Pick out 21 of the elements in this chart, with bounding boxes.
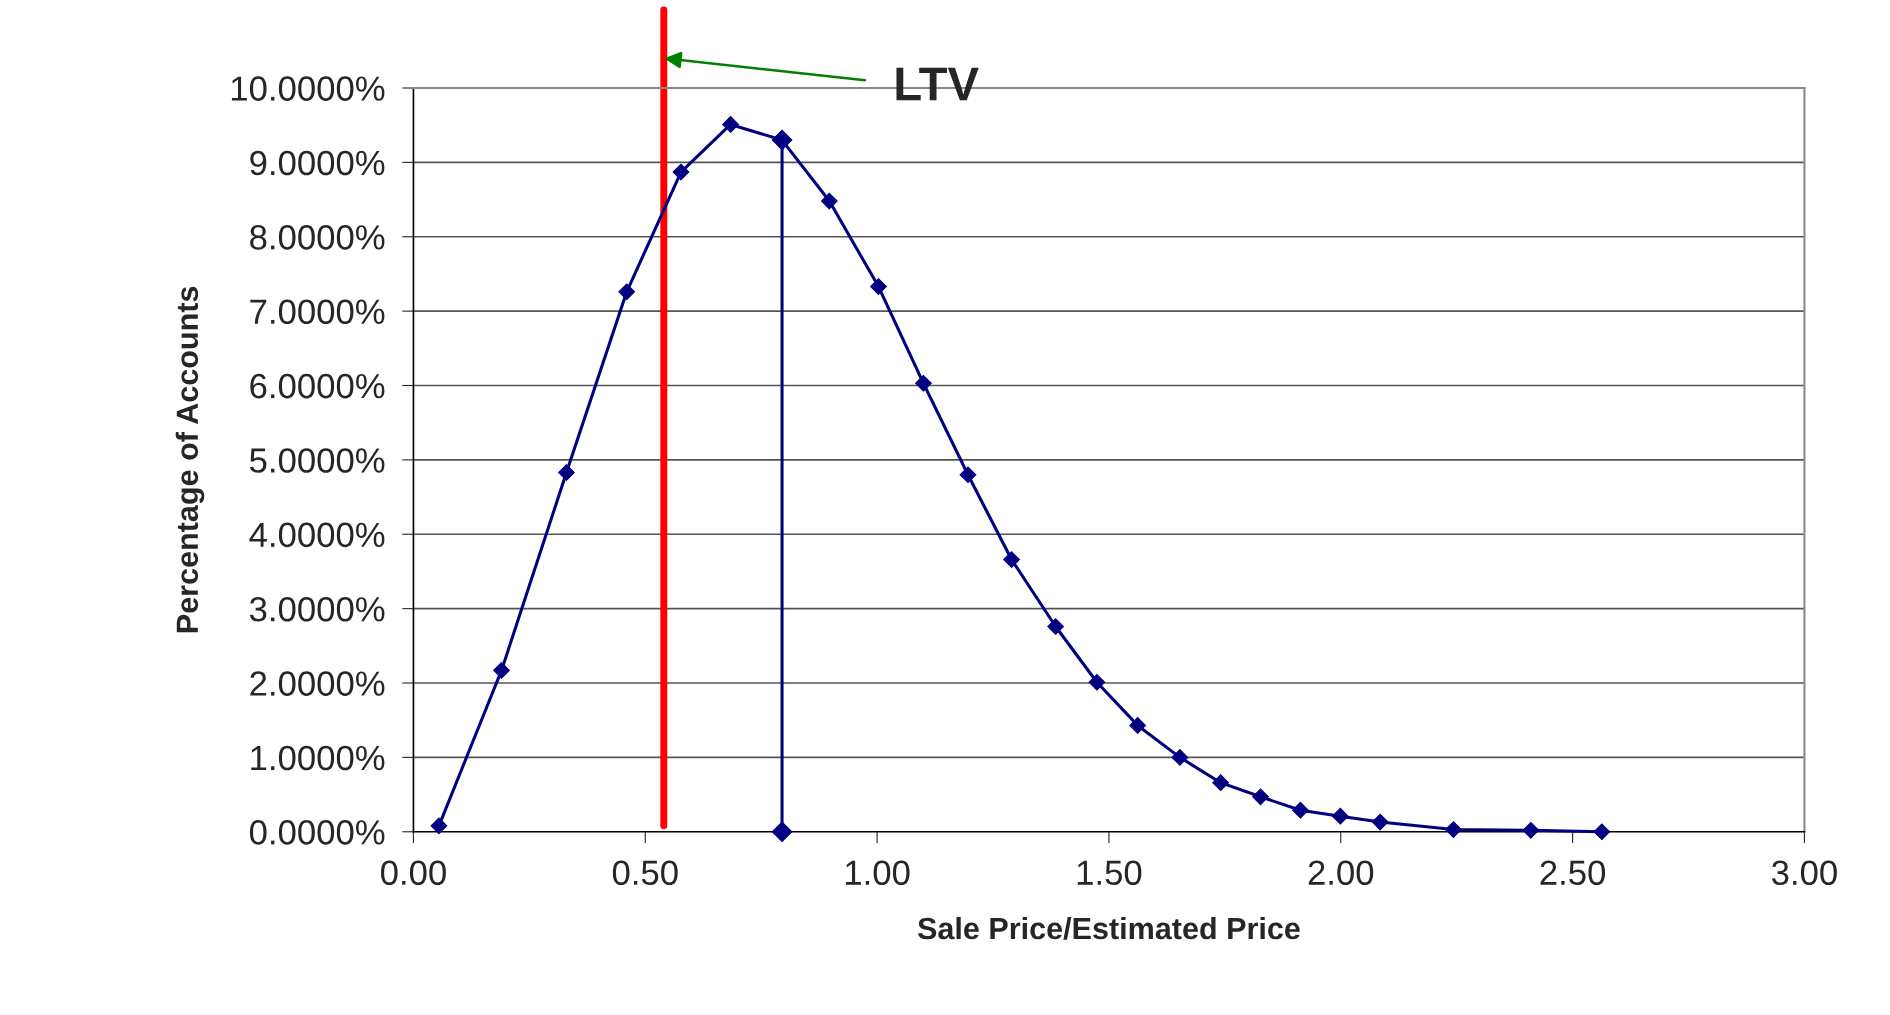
y-tick-label: 5.0000%	[249, 448, 385, 473]
x-tick-label: 3.00	[1771, 860, 1837, 886]
y-tick-label: 1.0000%	[251, 745, 385, 771]
x-tick-label: 1.00	[845, 860, 910, 886]
ref-line-label: LTV	[896, 67, 979, 101]
x-tick-label: 2.50	[1540, 860, 1606, 886]
y-tick-label: 7.0000%	[250, 299, 385, 325]
x-axis-title: Sale Price/Estimated Price	[917, 916, 1300, 940]
y-tick-label: 4.0000%	[249, 522, 385, 548]
y-tick-label: 8.0000%	[250, 225, 385, 250]
y-tick-label: 3.0000%	[249, 596, 385, 622]
x-tick-label: 2.00	[1308, 860, 1374, 886]
y-tick-label: 10.0000%	[231, 76, 385, 101]
x-tick-label: 0.00	[381, 860, 446, 886]
x-tick-label: 0.50	[612, 860, 678, 886]
y-tick-label: 6.0000%	[250, 373, 385, 399]
y-axis-title: Percentage of Accounts	[175, 286, 205, 633]
x-tick-label: 1.50	[1077, 860, 1142, 886]
y-tick-label: 2.0000%	[250, 671, 385, 696]
y-tick-label: 0.0000%	[249, 820, 385, 845]
y-tick-label: 9.0000%	[250, 150, 385, 176]
